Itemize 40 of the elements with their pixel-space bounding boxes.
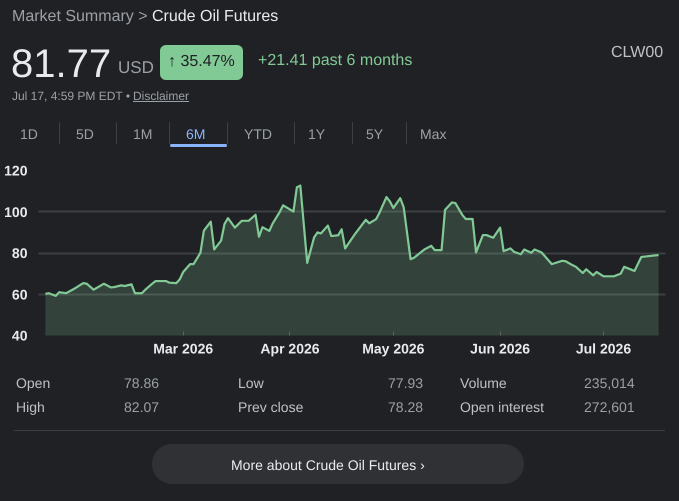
text: 78.28	[388, 398, 424, 417]
x-tick-label: Mar 2026	[153, 340, 214, 356]
text: 77.93	[388, 374, 424, 393]
text: Open interest	[460, 398, 544, 417]
text: 5D	[76, 125, 94, 144]
text: ↑ 35.47%	[160, 45, 243, 80]
text: 272,601	[584, 398, 635, 417]
text: YTD	[244, 125, 272, 144]
text: USD	[118, 57, 154, 79]
text: Max	[420, 125, 446, 144]
text: Disclaimer	[133, 88, 190, 105]
text: 5Y	[366, 125, 384, 144]
text: +21.41 past 6 months	[258, 51, 412, 71]
chart-title: Crude Oil Futures	[152, 7, 278, 27]
x-tick-label: Jun 2026	[470, 340, 530, 356]
y-tick-label: 120	[4, 162, 28, 178]
text: CLW00	[611, 43, 664, 63]
text: 82.07	[124, 398, 160, 417]
text: 1D	[20, 125, 38, 144]
text: 1Y	[308, 125, 326, 144]
text: High	[16, 398, 45, 417]
text: Low	[238, 374, 264, 393]
x-tick-label: Apr 2026	[260, 340, 320, 356]
text: 78.86	[124, 374, 160, 393]
text: 1M	[133, 125, 152, 144]
text: Jul 17, 4:59 PM EDT •	[12, 88, 130, 105]
text: Volume	[460, 374, 507, 393]
y-tick-label: 80	[12, 245, 28, 261]
y-tick-label: 40	[12, 328, 28, 344]
text: Open	[16, 374, 50, 393]
x-tick-label: Jul 2026	[576, 340, 632, 356]
y-tick-label: 100	[4, 204, 28, 220]
text: Prev close	[238, 398, 304, 417]
text: 81.77	[11, 42, 112, 86]
y-tick-label: 60	[12, 286, 28, 302]
text: 6M	[186, 125, 206, 144]
text: More about Crude Oil Futures ›	[231, 456, 425, 475]
text: 235,014	[584, 374, 635, 393]
text: Market Summary >	[12, 7, 148, 27]
x-tick-label: May 2026	[362, 340, 425, 356]
